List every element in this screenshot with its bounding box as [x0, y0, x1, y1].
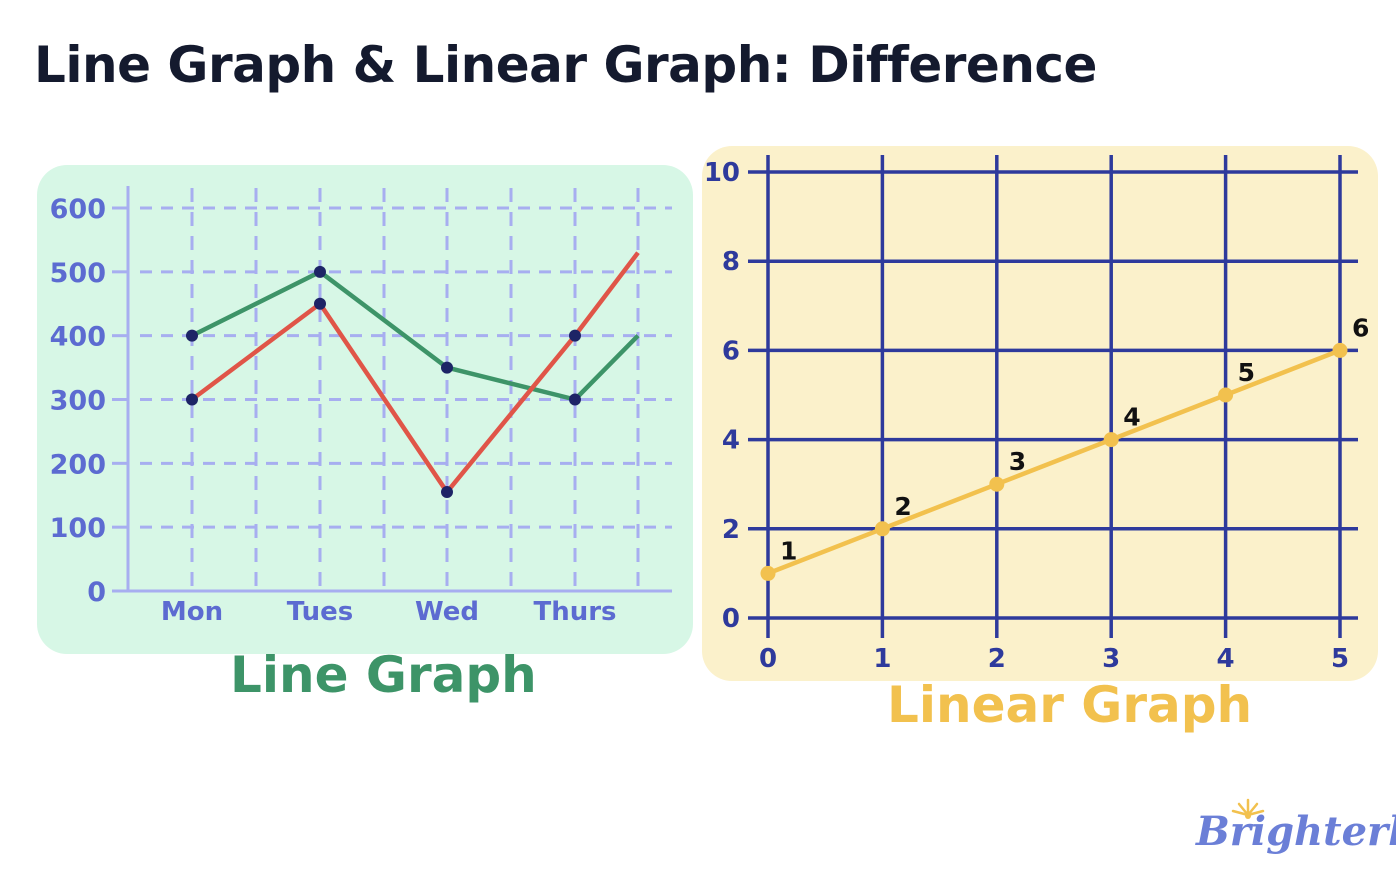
line-graph-panel: [37, 165, 693, 654]
y-tick-label: 2: [722, 515, 740, 545]
x-tick-label: 4: [1217, 644, 1235, 674]
y-tick-label: 200: [50, 449, 106, 480]
x-tick-label: 0: [759, 644, 777, 674]
data-point: [186, 329, 198, 342]
data-point: [441, 486, 453, 499]
brighterly-logo[interactable]: Brighterly: [1196, 808, 1396, 855]
y-tick-label: 400: [50, 322, 106, 353]
y-tick-label: 0: [722, 604, 740, 634]
point-label: 4: [1123, 403, 1140, 432]
data-point: [1332, 342, 1348, 358]
y-tick-label: 0: [87, 577, 106, 608]
data-point: [569, 329, 581, 342]
y-tick-label: 10: [704, 158, 740, 188]
data-point: [441, 361, 453, 374]
x-tick-label: Tues: [287, 597, 354, 627]
y-tick-label: 4: [722, 426, 740, 456]
data-point: [314, 265, 326, 278]
x-tick-label: Mon: [161, 597, 223, 627]
data-point: [1103, 432, 1119, 448]
y-tick-label: 8: [722, 247, 740, 277]
x-tick-label: 3: [1102, 644, 1120, 674]
linear-graph-caption: Linear Graph: [887, 676, 1253, 734]
data-point: [569, 393, 581, 406]
page-title: Line Graph & Linear Graph: Difference: [34, 36, 1097, 94]
y-tick-label: 300: [50, 386, 106, 417]
linear-line: [767, 348, 1341, 576]
line-graph-caption: Line Graph: [230, 646, 537, 704]
y-tick-label: 6: [722, 336, 740, 366]
data-point: [1218, 387, 1234, 403]
point-label: 6: [1352, 313, 1369, 342]
sun-icon: [1231, 798, 1265, 819]
x-tick-label: 2: [988, 644, 1006, 674]
y-tick-label: 600: [50, 194, 106, 225]
y-tick-label: 100: [50, 513, 106, 544]
linear-graph-panel: [702, 146, 1378, 681]
x-tick-label: 5: [1331, 644, 1349, 674]
x-tick-label: 1: [873, 644, 891, 674]
point-label: 5: [1238, 358, 1255, 387]
data-point: [186, 393, 198, 406]
data-point: [989, 476, 1005, 492]
x-tick-label: Wed: [415, 597, 479, 627]
point-label: 2: [894, 492, 911, 521]
point-label: 3: [1009, 447, 1026, 476]
data-point: [760, 565, 776, 581]
point-label: 1: [780, 536, 797, 565]
x-tick-label: Thurs: [533, 597, 616, 627]
y-tick-label: 500: [50, 258, 106, 289]
data-point: [314, 297, 326, 310]
data-point: [874, 521, 890, 537]
